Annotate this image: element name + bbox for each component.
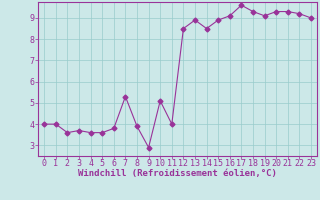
X-axis label: Windchill (Refroidissement éolien,°C): Windchill (Refroidissement éolien,°C) — [78, 169, 277, 178]
